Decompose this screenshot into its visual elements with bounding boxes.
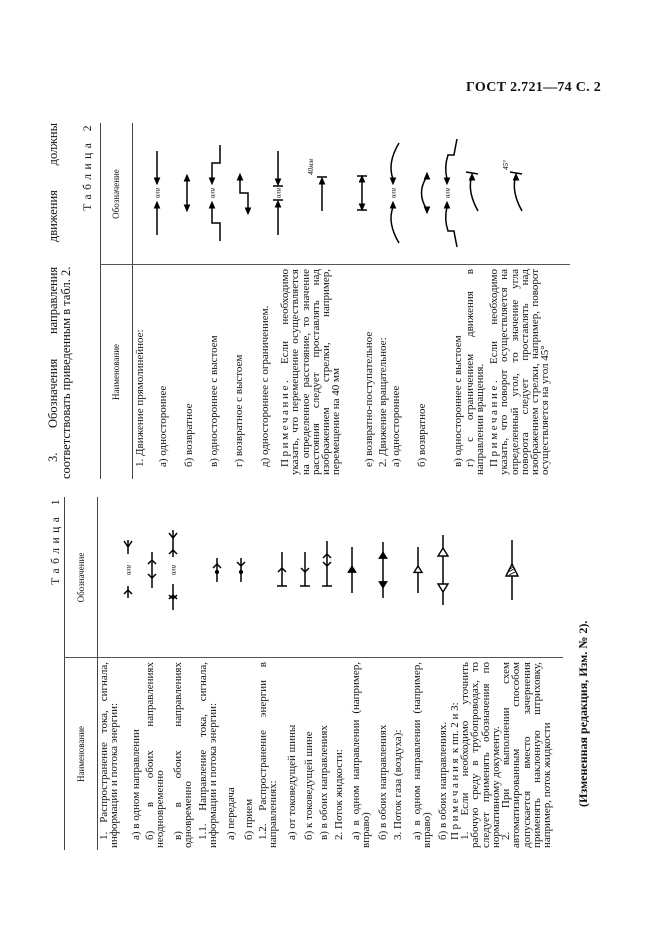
bus-both-ways-icon bbox=[322, 541, 332, 587]
linear-one-way-limited-icon: или bbox=[273, 151, 283, 235]
or-label: или bbox=[209, 187, 217, 198]
distance-label: 40мм bbox=[307, 159, 315, 175]
table-2-header-symbol: Обозначение bbox=[111, 169, 121, 219]
table-1-row-name: б) к токоведущей шине bbox=[303, 731, 315, 840]
liquid-flow-two-way-icon bbox=[378, 542, 388, 598]
to-bus-arrow-icon bbox=[300, 552, 310, 587]
rotary-reciprocating-icon bbox=[420, 171, 431, 215]
rotary-one-way-icon: или bbox=[390, 142, 400, 244]
chevron-arrow-simultaneous-icon: или bbox=[168, 530, 178, 610]
table-1-row-name: 1. Распространение тока, сигнала, информ… bbox=[98, 662, 121, 848]
table-1-row-name: а) от токоведущей шины bbox=[286, 724, 298, 840]
table-2-row-name: б) возвратное bbox=[416, 403, 428, 467]
table-1-top-border bbox=[64, 497, 65, 850]
from-bus-arrow-icon bbox=[277, 552, 287, 587]
rotary-one-way-dwell-icon: или bbox=[444, 138, 458, 248]
table-1-row-name: а) в одном направлении bbox=[130, 729, 142, 840]
table-2-row-name: Примечание. Если необходимо указать, что… bbox=[279, 269, 343, 475]
or-label: или bbox=[154, 187, 162, 198]
table-2-row-name: Примечание. Если необходимо указать, что… bbox=[488, 269, 552, 475]
table-1-row-name: а) в одном направлении (например, вправо… bbox=[411, 662, 434, 848]
rotary-limited-icon bbox=[465, 171, 479, 212]
table-2-row-name: а) одностороннее bbox=[390, 385, 402, 467]
linear-one-way-dwell-icon: или bbox=[209, 145, 221, 241]
table-1-row-name: 2. Поток жидкости: bbox=[333, 749, 345, 840]
table-1-row-name: в) в обоих направлениях bbox=[318, 725, 330, 840]
gas-flow-two-way-icon bbox=[436, 535, 450, 605]
hatched-flow-arrow-icon bbox=[504, 540, 520, 600]
table-1-row-name: б) в обоих направлениях неодновременно bbox=[144, 662, 167, 848]
table-1-note: 1. Если необходимо уточнить рабочую сред… bbox=[459, 662, 502, 848]
table-1-caption: Таблица 1 bbox=[50, 495, 62, 585]
table-2-row-name: в) одностороннее с выстоем bbox=[208, 335, 220, 467]
table-1-row-name: 3. Поток газа (воздуха): bbox=[392, 729, 404, 840]
or-label: или bbox=[444, 187, 452, 198]
or-label: или bbox=[275, 187, 283, 198]
table-1-header-symbol: Обозначение bbox=[76, 552, 86, 603]
table-2-row-name: е) возвратно-поступательное bbox=[363, 331, 375, 467]
table-2-row-name: в) одностороннее с выстоем bbox=[452, 335, 464, 467]
linear-reciprocating-dwell-icon bbox=[236, 172, 252, 216]
table-1-row-name: б) прием bbox=[243, 798, 255, 840]
table-2-row-name: г) с ограничением движения в направлении… bbox=[464, 269, 487, 475]
note-text: . Если необходимо указать, что поворот о… bbox=[488, 269, 552, 475]
table-1-row-name: б) в обоих направлениях. bbox=[437, 721, 449, 840]
linear-reciprocating-icon bbox=[183, 173, 191, 213]
table-2-row-name: 1. Движение прямолинейное: bbox=[134, 329, 146, 467]
table-1-note: 2. При выполнении схем автоматизированны… bbox=[500, 662, 554, 848]
table-2-row-name: а) одностороннее bbox=[157, 385, 169, 467]
or-label: или bbox=[170, 564, 178, 575]
table-1-row-name: в) в обоих направлениях одновременно bbox=[172, 662, 195, 848]
table-1-row-name: б) в обоих направлениях bbox=[377, 724, 389, 840]
intro-paragraph-line-2: соответствовать приведенным в табл. 2. bbox=[59, 266, 73, 479]
linear-back-forth-limited-icon bbox=[357, 174, 367, 212]
table-2-row-name: г) возвратное с выстоем bbox=[233, 354, 245, 467]
or-label: или bbox=[390, 187, 398, 198]
table-1-column-divider bbox=[64, 657, 563, 658]
table-1-row-name: 1.2. Распространение энергии в направлен… bbox=[257, 662, 280, 848]
table-1-header-name: Наименование bbox=[76, 725, 86, 783]
table-1-row-name: а) в одном направлении (например, вправо… bbox=[350, 662, 373, 848]
chevron-arrow-two-way-icon bbox=[147, 552, 157, 588]
linear-distance-icon: 40мм bbox=[307, 159, 327, 211]
chevron-arrow-one-way-icon: или bbox=[123, 540, 133, 598]
table-2-row-name: д) одностороннее с ограничением. bbox=[259, 305, 271, 467]
angle-label: 45° bbox=[502, 160, 510, 170]
note-text: . Если необходимо указать, что перемещен… bbox=[279, 269, 343, 475]
table-2-top-border bbox=[100, 123, 101, 479]
table-2-caption: Таблица 2 bbox=[82, 121, 94, 211]
receive-arrow-icon bbox=[236, 558, 246, 582]
document-code-header: ГОСТ 2.721—74 С. 2 bbox=[466, 80, 602, 95]
gas-flow-one-way-icon bbox=[412, 547, 424, 593]
table-2-header-border bbox=[132, 123, 133, 479]
table-2-column-divider bbox=[100, 264, 570, 265]
table-2-row-name: 2. Движение вращательное: bbox=[377, 337, 389, 467]
table-2-header-name: Наименование bbox=[111, 343, 121, 401]
linear-one-way-icon: или bbox=[154, 151, 162, 235]
or-label: или bbox=[125, 564, 133, 575]
table-1-row-name: а) передача bbox=[225, 787, 237, 840]
liquid-flow-one-way-icon bbox=[347, 547, 357, 593]
table-1-row-name: 1.1. Направление тока, сигнала, информац… bbox=[197, 662, 220, 848]
amendment-note: (Измененная редакция, Изм. № 2). bbox=[576, 620, 590, 807]
transmit-arrow-icon bbox=[212, 558, 222, 582]
table-2-row-name: б) возвратное bbox=[183, 403, 195, 467]
rotary-angle-icon: 45° bbox=[502, 160, 523, 212]
